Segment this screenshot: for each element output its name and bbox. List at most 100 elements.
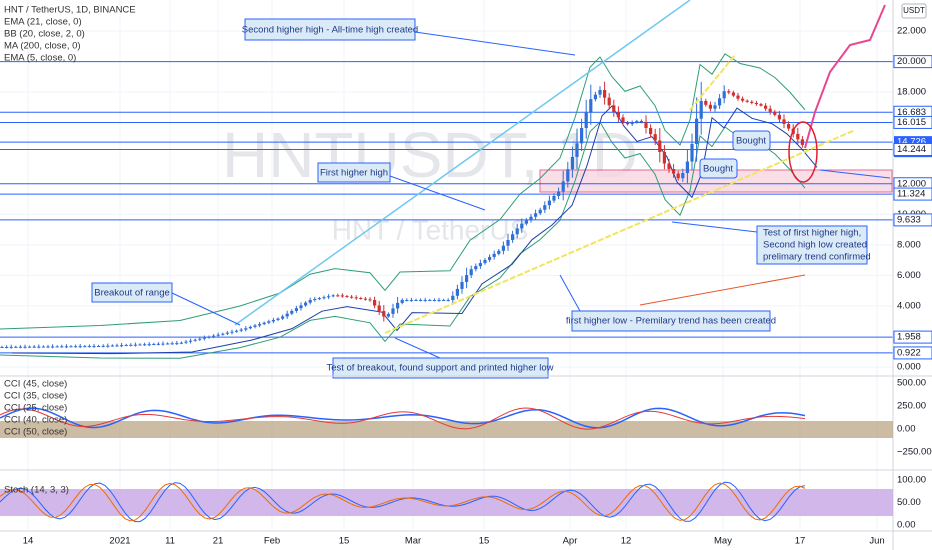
candle <box>216 334 220 336</box>
candle <box>695 118 699 144</box>
candle <box>736 95 740 99</box>
cci-axis-label: −250.00 <box>897 447 932 458</box>
annotation: Second higher high - All-time high creat… <box>242 25 418 36</box>
bb-upper <box>0 53 806 330</box>
price-label: 16.683 <box>897 107 926 118</box>
candle <box>704 101 708 105</box>
candle <box>690 144 694 162</box>
candle <box>317 298 321 300</box>
candle <box>520 223 524 229</box>
candle <box>51 346 55 348</box>
candle <box>787 124 791 129</box>
candle <box>672 169 676 174</box>
date-label: 17 <box>795 536 806 547</box>
candle <box>299 305 303 309</box>
ma200 <box>639 274 806 306</box>
candle <box>796 133 800 140</box>
candle <box>156 343 160 345</box>
candle <box>469 269 473 276</box>
candle <box>212 335 216 337</box>
candle <box>713 105 717 109</box>
grid <box>0 0 893 530</box>
price-tag <box>893 213 932 227</box>
stoch-axis-label: 50.00 <box>897 497 921 508</box>
candle <box>97 346 101 348</box>
candle <box>207 336 211 338</box>
stoch-axis-label: 100.00 <box>897 475 926 486</box>
stoch-k <box>0 481 806 523</box>
candle <box>106 345 110 347</box>
candle <box>718 98 722 106</box>
candle <box>373 300 377 306</box>
candle <box>41 346 45 348</box>
price-label: 1.958 <box>897 332 921 343</box>
candle <box>543 205 547 210</box>
candle <box>708 104 712 109</box>
candle <box>465 275 469 282</box>
candle <box>184 341 188 343</box>
candle <box>722 91 726 99</box>
candle <box>405 300 409 301</box>
candle <box>621 117 625 123</box>
candle <box>294 308 298 311</box>
candle <box>28 346 32 348</box>
date-label: Jun <box>869 536 884 547</box>
candle <box>437 300 441 301</box>
candle <box>616 112 620 118</box>
candle <box>460 282 464 289</box>
candle <box>727 91 731 93</box>
indicator-label: EMA (21, close, 0) <box>4 17 82 28</box>
candle <box>304 302 308 306</box>
candle <box>345 296 349 298</box>
candle <box>741 98 745 101</box>
price-label: 14.726 <box>897 137 926 148</box>
price-label: 22.000 <box>897 26 926 37</box>
candle <box>653 134 657 141</box>
currency-badge[interactable] <box>901 3 927 19</box>
indicator-label: BB (20, close, 2, 0) <box>4 29 85 40</box>
candle <box>276 318 280 320</box>
annotation: Bought <box>703 164 733 175</box>
price-tag <box>893 346 932 360</box>
highlight-circle <box>788 121 818 183</box>
candle <box>584 112 588 128</box>
trendline-yellow <box>384 129 856 334</box>
candle <box>731 92 735 96</box>
date-label: 15 <box>339 536 350 547</box>
candle <box>14 346 18 348</box>
candle <box>630 122 634 125</box>
candle <box>483 260 487 264</box>
candle <box>800 139 804 145</box>
price-label: 6.000 <box>897 270 921 281</box>
candle <box>189 340 193 342</box>
price-label: 0.922 <box>897 347 921 358</box>
candle <box>658 140 662 152</box>
candle <box>359 298 363 300</box>
candles <box>0 53 818 359</box>
candle <box>382 311 386 317</box>
candle <box>377 305 381 312</box>
cci-label: CCI (40, close) <box>4 415 67 426</box>
annotation: Breakout of range <box>94 288 170 299</box>
candle <box>133 344 137 346</box>
indicator-label: EMA (5, close, 0) <box>4 53 76 64</box>
candle <box>580 128 584 144</box>
watermark-sub: HNT / TetherUS <box>332 214 529 245</box>
candle <box>198 338 202 340</box>
candle <box>83 346 87 348</box>
candle <box>271 319 275 322</box>
candle <box>5 346 9 348</box>
candle <box>538 209 542 214</box>
candle <box>262 322 266 325</box>
candle <box>662 152 666 164</box>
candle <box>354 297 358 299</box>
oscillators <box>0 407 806 523</box>
candle <box>0 346 4 348</box>
candle <box>386 313 390 317</box>
candle <box>529 216 533 221</box>
trendline-cyan <box>234 0 691 326</box>
candle <box>175 343 179 345</box>
candle <box>221 333 225 335</box>
candle <box>248 326 252 329</box>
candle <box>78 346 82 348</box>
